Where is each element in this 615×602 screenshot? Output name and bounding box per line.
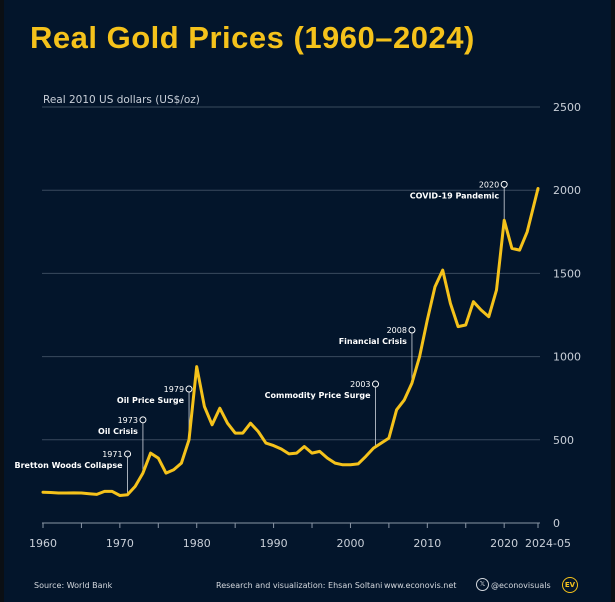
y-tick-label: 2000 bbox=[553, 184, 581, 197]
annotation-text: Oil Crisis bbox=[98, 427, 138, 436]
annotations: 1971 Bretton Woods Collapse 1973 Oil Crisis… bbox=[14, 180, 508, 495]
source-text: Source: World Bank bbox=[34, 581, 113, 590]
annotation-year: 1971 bbox=[102, 450, 122, 459]
x-tick-label: 2024-05 bbox=[525, 537, 571, 550]
series bbox=[41, 187, 540, 497]
credit-text: Research and visualization: Ehsan Soltan… bbox=[216, 581, 383, 590]
chart-frame bbox=[4, 0, 611, 602]
x-tick-label: 1960 bbox=[29, 537, 57, 550]
axes: 0 500 1000 1500 2000 2500 1960 1970 1980 1990 2000… bbox=[29, 101, 581, 550]
annotation-marker bbox=[372, 380, 380, 388]
chart-title: Real Gold Prices (1960–2024) bbox=[30, 20, 475, 55]
y-tick-label: 1500 bbox=[553, 267, 581, 280]
y-tick-label: 1000 bbox=[553, 351, 581, 364]
annotation-marker bbox=[124, 450, 132, 458]
annotation-text: Oil Price Surge bbox=[117, 396, 185, 405]
y-axis-label: Real 2010 US dollars (US$/oz) bbox=[43, 94, 200, 106]
x-tick-label: 1970 bbox=[106, 537, 134, 550]
website-link[interactable]: www.econovis.net bbox=[384, 581, 457, 590]
y-tick-label: 500 bbox=[553, 434, 574, 447]
annotation-marker bbox=[408, 326, 416, 334]
annotation-year: 1979 bbox=[164, 385, 184, 394]
annotation-marker bbox=[185, 385, 193, 393]
annotation-text: Bretton Woods Collapse bbox=[14, 461, 123, 470]
annotation-year: 2020 bbox=[479, 180, 499, 189]
annotation-year: 1973 bbox=[118, 416, 138, 425]
econovis-logo: EV bbox=[562, 577, 578, 593]
annotation-year: 2003 bbox=[350, 380, 370, 389]
annotation-marker bbox=[139, 416, 147, 424]
x-tick-label: 1980 bbox=[183, 537, 211, 550]
annotation-marker bbox=[500, 180, 508, 188]
x-tick-label: 1990 bbox=[260, 537, 288, 550]
x-tick-label: 2000 bbox=[336, 537, 364, 550]
gridlines bbox=[42, 106, 540, 441]
annotation-year: 2008 bbox=[387, 326, 407, 335]
annotation-text: Commodity Price Surge bbox=[265, 391, 371, 400]
y-tick-label: 2500 bbox=[553, 101, 581, 114]
x-tick-label: 2020 bbox=[490, 537, 518, 550]
social-handle[interactable]: @econovisuals bbox=[491, 581, 551, 590]
x-tick-label: 2010 bbox=[413, 537, 441, 550]
annotation-text: Financial Crisis bbox=[339, 337, 407, 346]
x-logo-icon: 𝕏 bbox=[476, 578, 489, 591]
y-tick-label: 0 bbox=[553, 517, 560, 530]
annotation-text: COVID-19 Pandemic bbox=[410, 191, 500, 200]
